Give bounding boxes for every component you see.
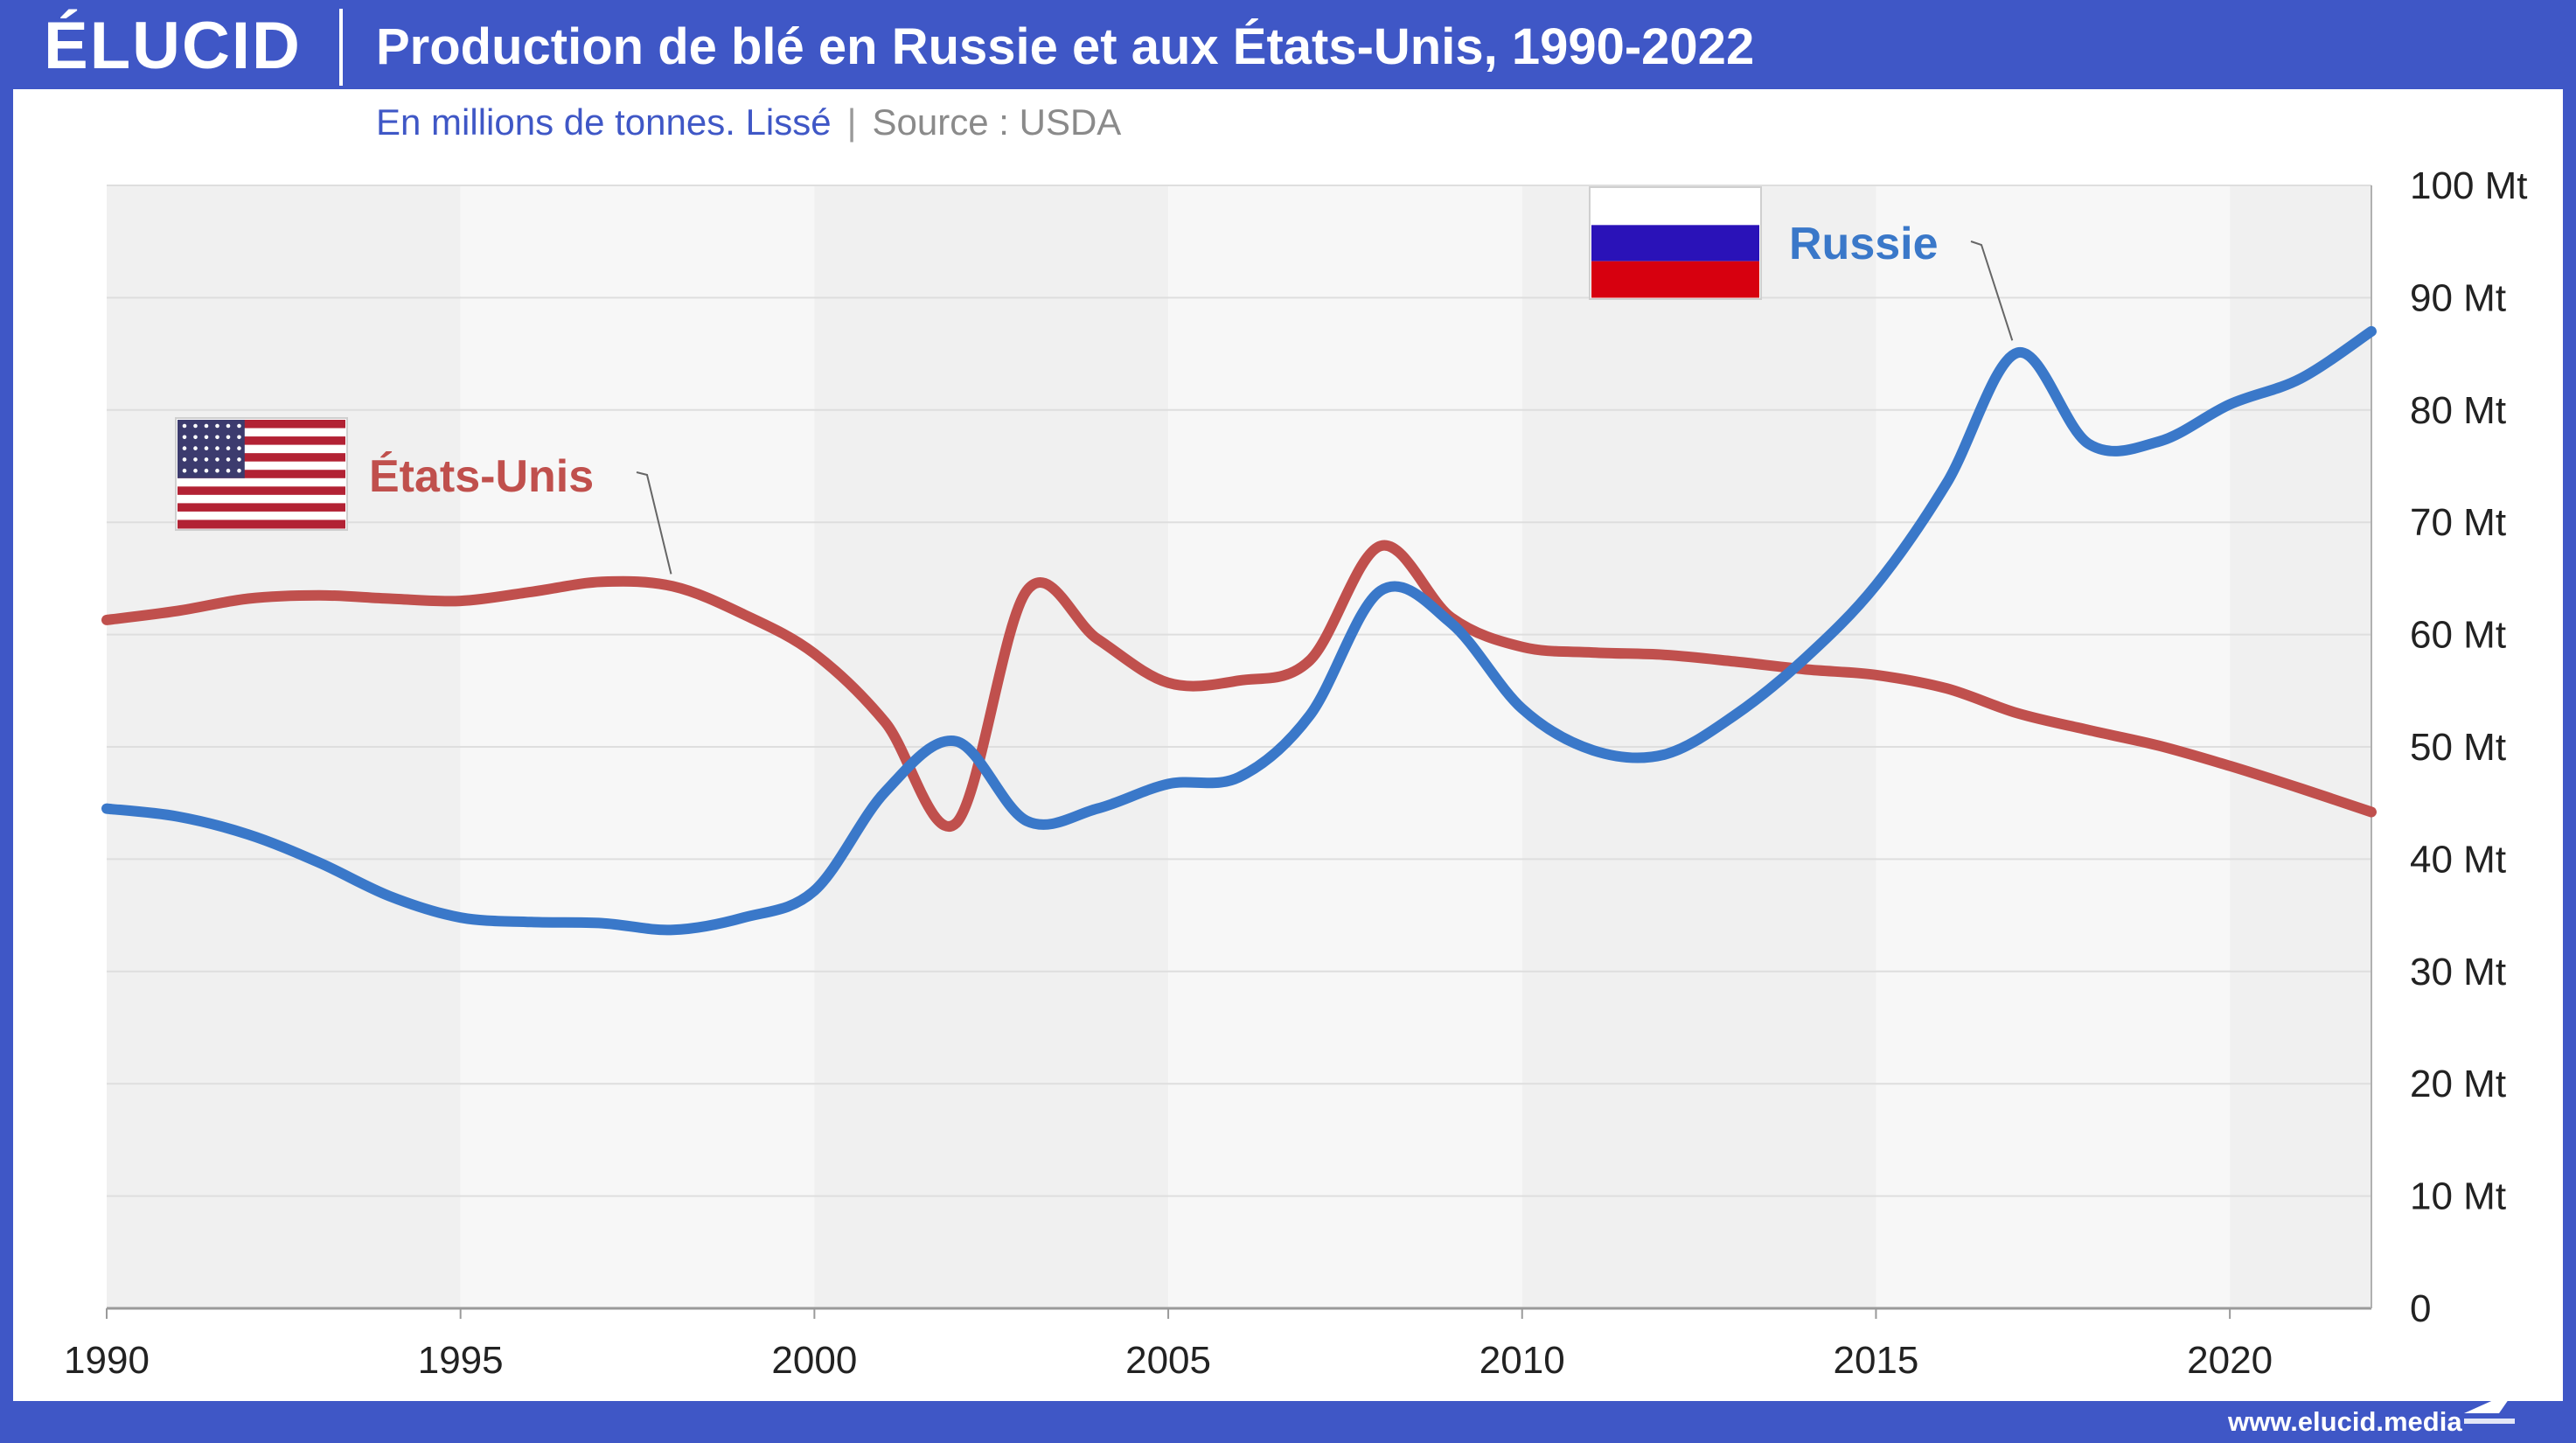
logo-divider [339, 9, 343, 86]
subtitle-source: Source : USDA [872, 101, 1122, 143]
x-tick-label-2020: 2020 [2187, 1339, 2273, 1382]
usa-flag-icon [175, 417, 348, 531]
y-tick-label-20: 20 Mt [2410, 1063, 2506, 1105]
y-tick-label-80: 80 Mt [2410, 389, 2506, 432]
subtitle-separator: | [846, 101, 857, 143]
y-tick-label-50: 50 Mt [2410, 726, 2506, 769]
y-tick-label-0: 0 [2410, 1287, 2431, 1330]
series-line-russia [101, 325, 2377, 936]
elucid-mark-icon [2464, 1391, 2515, 1424]
chart-subtitle: En millions de tonnes. Lissé | Source : US… [376, 98, 1121, 147]
subtitle-unit: En millions de tonnes. Lissé [376, 101, 832, 143]
y-tick-label-10: 10 Mt [2410, 1175, 2506, 1218]
x-tick-label-1995: 1995 [418, 1339, 504, 1382]
y-tick-label-100: 100 Mt [2410, 164, 2528, 207]
y-tick-label-60: 60 Mt [2410, 614, 2506, 657]
y-tick-label-30: 30 Mt [2410, 951, 2506, 993]
x-tick-label-2015: 2015 [1833, 1339, 1918, 1382]
footer-url[interactable]: www.elucid.media [2228, 1406, 2462, 1437]
series-label-usa: États-Unis [369, 451, 594, 502]
y-axis-ticks: 0 10 Mt 20 Mt 30 Mt 40 Mt 50 Mt 60 Mt 70 Mt 80 M… [2410, 164, 2528, 1330]
series-line-usa [101, 540, 2377, 832]
x-tick-label-2005: 2005 [1125, 1339, 1211, 1382]
x-tick-label-2010: 2010 [1479, 1339, 1565, 1382]
russia-flag-icon [1589, 186, 1762, 300]
series-annotations: États-Unis Russie [175, 186, 2014, 575]
chart-title: Production de blé en Russie et aux États… [376, 18, 1755, 75]
gridlines [107, 185, 2372, 1310]
y-tick-label-40: 40 Mt [2410, 838, 2506, 881]
leader-line-usa [636, 471, 672, 575]
y-tick-label-90: 90 Mt [2410, 276, 2506, 319]
y-tick-label-70: 70 Mt [2410, 501, 2506, 544]
series-lines [101, 325, 2377, 936]
elucid-logo: ÉLUCID [44, 9, 302, 83]
leader-line-russia [1970, 240, 2014, 341]
series-label-russia: Russie [1789, 219, 1939, 269]
x-axis-ticks: 1990 1995 2000 2005 2010 2015 2020 [64, 1308, 2273, 1382]
x-tick-label-1990: 1990 [64, 1339, 150, 1382]
x-tick-label-2000: 2000 [771, 1339, 857, 1382]
